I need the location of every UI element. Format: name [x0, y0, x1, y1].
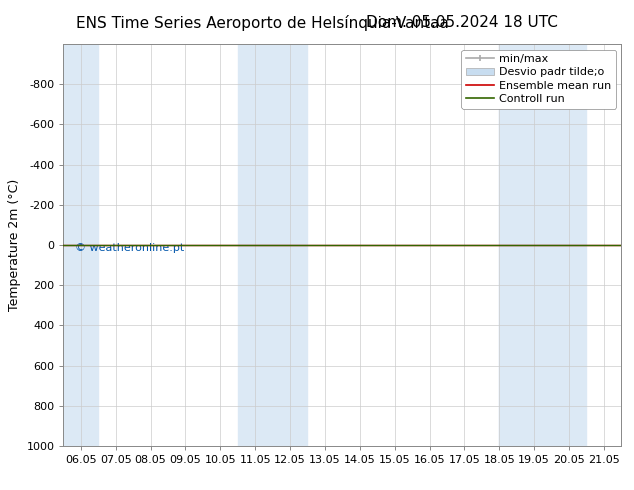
Bar — [500, 44, 552, 446]
Y-axis label: Temperature 2m (°C): Temperature 2m (°C) — [8, 179, 21, 311]
Bar — [500, 44, 586, 446]
Text: Dom. 05.05.2024 18 UTC: Dom. 05.05.2024 18 UTC — [366, 15, 558, 30]
Text: © weatheronline.pt: © weatheronline.pt — [75, 243, 184, 253]
Text: ENS Time Series Aeroporto de Helsínquia-Vantaa: ENS Time Series Aeroporto de Helsínquia-… — [76, 15, 449, 31]
Bar — [238, 44, 307, 446]
Bar — [63, 44, 98, 446]
Legend: min/max, Desvio padr tilde;o, Ensemble mean run, Controll run: min/max, Desvio padr tilde;o, Ensemble m… — [462, 49, 616, 109]
